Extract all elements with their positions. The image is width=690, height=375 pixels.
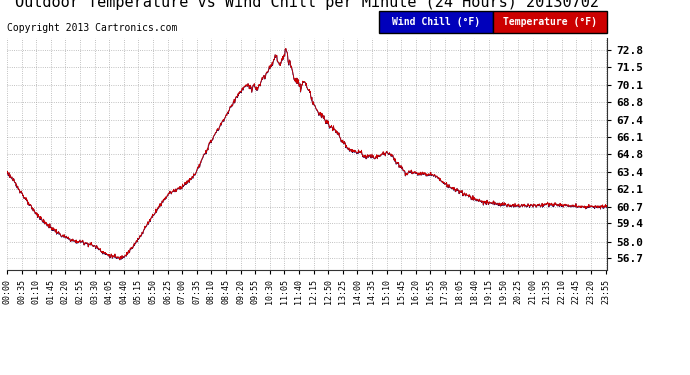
Text: Copyright 2013 Cartronics.com: Copyright 2013 Cartronics.com — [7, 23, 177, 33]
Title: Outdoor Temperature vs Wind Chill per Minute (24 Hours) 20130702: Outdoor Temperature vs Wind Chill per Mi… — [15, 0, 599, 10]
